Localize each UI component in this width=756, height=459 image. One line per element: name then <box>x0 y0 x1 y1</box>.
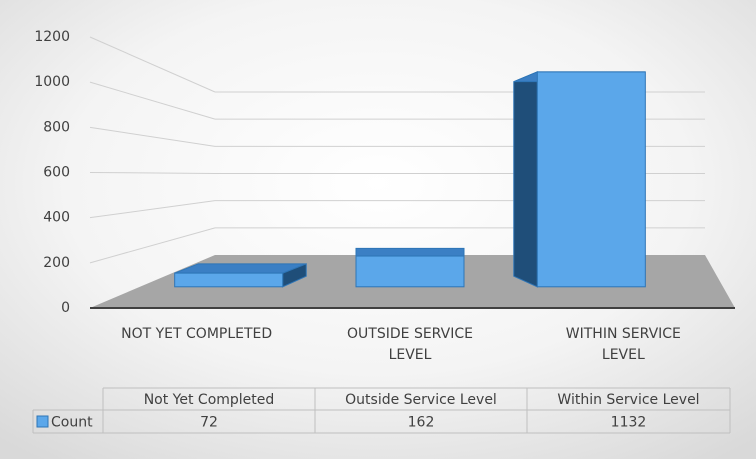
y-tick-label: 800 <box>43 119 70 135</box>
x-tick-label: OUTSIDE SERVICE LEVEL <box>347 326 473 363</box>
y-tick-label: 0 <box>61 300 70 316</box>
grid-line <box>89 227 216 264</box>
x-tick-label-line: OUTSIDE SERVICE <box>347 326 473 342</box>
y-tick-label: 600 <box>43 165 70 181</box>
legend-swatch <box>36 415 49 428</box>
table-header: Within Service Level <box>557 392 699 408</box>
grid-line <box>89 36 216 93</box>
y-tick-label: 400 <box>43 210 70 226</box>
x-tick-label-line: LEVEL <box>389 347 432 363</box>
grid-line <box>89 81 216 120</box>
bar-side <box>513 71 538 288</box>
legend-label: Count <box>51 415 93 431</box>
table-header: Outside Service Level <box>345 392 497 408</box>
y-tick-label: 200 <box>43 255 70 271</box>
grid-line <box>89 200 216 219</box>
grid-line <box>89 126 216 147</box>
bar <box>355 255 465 288</box>
table-value: 72 <box>200 415 218 431</box>
x-tick-label-line: WITHIN SERVICE <box>566 326 681 342</box>
y-tick-label: 1000 <box>34 74 70 90</box>
table-header: Not Yet Completed <box>144 392 275 408</box>
x-tick-label-line: LEVEL <box>602 347 645 363</box>
table-value: 1132 <box>611 415 647 431</box>
bar-top <box>174 263 307 274</box>
x-tick-label: WITHIN SERVICE LEVEL <box>566 326 681 363</box>
x-tick-label: NOT YET COMPLETED <box>121 326 272 342</box>
table-value: 162 <box>408 415 435 431</box>
grid-line <box>89 172 216 174</box>
bar <box>174 272 284 288</box>
y-tick-label: 1200 <box>34 29 70 45</box>
bar <box>536 71 646 288</box>
bar-top <box>355 247 465 257</box>
